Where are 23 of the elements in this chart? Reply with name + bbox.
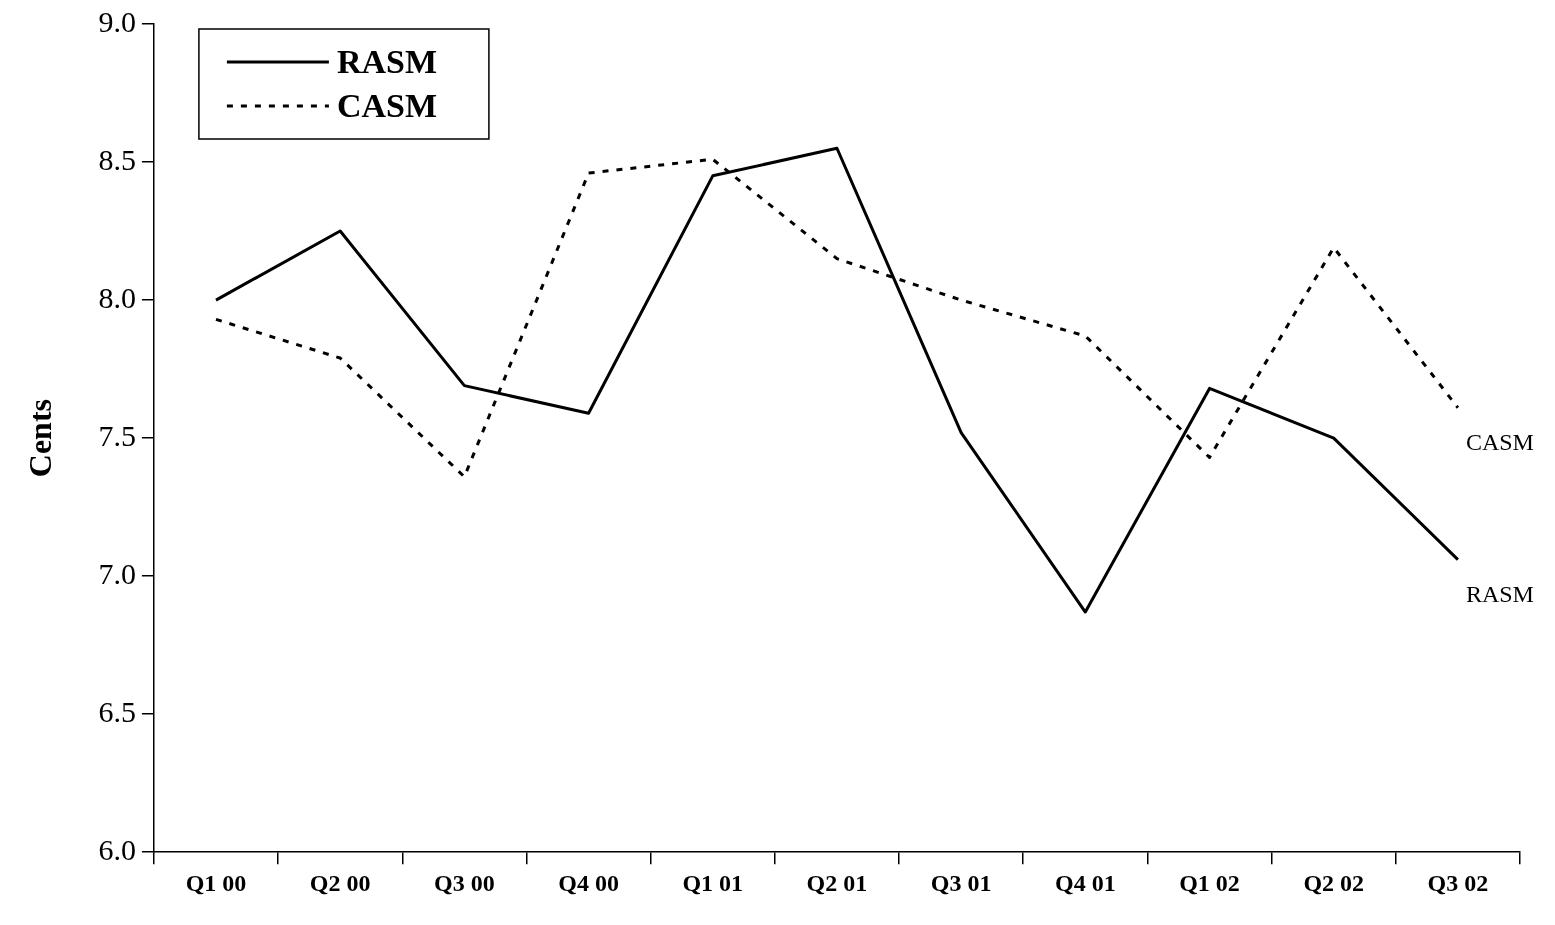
x-tick-label: Q2 01 — [806, 869, 868, 896]
y-tick-label: 7.0 — [98, 557, 136, 591]
x-tick-label: Q1 01 — [682, 869, 744, 896]
x-tick-label: Q3 01 — [930, 869, 992, 896]
x-tick-label: Q3 02 — [1427, 869, 1489, 896]
y-tick-label: 6.5 — [98, 695, 136, 729]
x-tick-label: Q4 00 — [558, 869, 619, 896]
text: CASM — [1465, 429, 1534, 456]
x-tick-label: Q3 00 — [434, 869, 495, 896]
text: RASM — [1465, 580, 1534, 607]
x-tick-label: Q1 00 — [185, 869, 247, 896]
legend-label: RASM — [336, 42, 438, 80]
y-tick-label: 6.0 — [98, 833, 136, 867]
x-tick-label: Q4 01 — [1055, 869, 1116, 896]
legend-label: CASM — [336, 86, 438, 124]
y-tick-label: 7.5 — [98, 418, 136, 452]
y-tick-label: 8.5 — [98, 142, 136, 176]
y-tick-label: 9.0 — [98, 4, 136, 38]
x-tick-label: Q2 02 — [1303, 869, 1365, 896]
y-tick-label: 8.0 — [98, 280, 136, 314]
x-tick-label: Q1 02 — [1179, 869, 1240, 896]
y-axis-title: Cents — [22, 398, 59, 478]
x-tick-label: Q2 00 — [309, 869, 371, 896]
